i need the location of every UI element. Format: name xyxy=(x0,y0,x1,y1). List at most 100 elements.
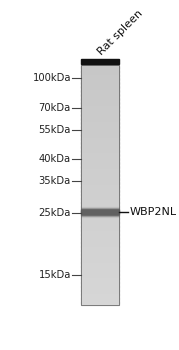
Bar xyxy=(81,208,120,209)
Bar xyxy=(81,207,120,208)
Bar xyxy=(81,70,120,71)
Bar xyxy=(81,67,120,68)
Bar xyxy=(81,190,120,191)
Bar xyxy=(81,217,120,218)
Bar xyxy=(81,143,120,144)
Bar xyxy=(81,125,120,126)
Bar xyxy=(81,168,120,169)
Bar xyxy=(81,244,120,245)
Bar xyxy=(81,113,120,114)
Bar xyxy=(81,91,120,92)
Bar xyxy=(81,74,120,75)
Bar xyxy=(81,178,120,180)
Bar xyxy=(81,287,120,288)
Bar xyxy=(81,186,120,187)
Bar xyxy=(81,183,120,184)
Bar xyxy=(81,84,120,85)
Bar xyxy=(81,139,120,140)
Bar xyxy=(81,202,120,203)
Bar xyxy=(81,258,120,259)
Text: 70kDa: 70kDa xyxy=(39,103,71,113)
Bar xyxy=(81,239,120,240)
Bar xyxy=(81,159,120,160)
Bar xyxy=(81,286,120,287)
Bar xyxy=(81,177,120,178)
Bar xyxy=(81,155,120,156)
Bar xyxy=(81,299,120,300)
Bar xyxy=(81,114,120,116)
Bar xyxy=(81,154,120,155)
Bar xyxy=(81,78,120,79)
Bar xyxy=(81,182,120,183)
Bar xyxy=(81,241,120,242)
Bar xyxy=(81,69,120,70)
Bar xyxy=(81,77,120,78)
Bar xyxy=(81,132,120,133)
Bar xyxy=(81,111,120,112)
Bar xyxy=(81,222,120,224)
Bar xyxy=(81,233,120,234)
Bar xyxy=(81,233,120,235)
Bar xyxy=(81,99,120,100)
Bar xyxy=(81,210,120,211)
Bar xyxy=(81,126,120,127)
Bar xyxy=(81,76,120,77)
Bar xyxy=(81,283,120,284)
Bar xyxy=(81,227,120,228)
Bar xyxy=(81,160,120,161)
Bar xyxy=(81,191,120,192)
Text: 100kDa: 100kDa xyxy=(32,74,71,83)
Bar xyxy=(81,243,120,244)
Bar xyxy=(81,152,120,153)
Bar xyxy=(81,174,120,175)
Bar xyxy=(81,93,120,94)
Bar xyxy=(81,142,120,144)
Bar xyxy=(81,195,120,196)
Bar xyxy=(81,215,120,216)
Bar xyxy=(81,85,120,86)
Bar xyxy=(81,68,120,69)
Bar xyxy=(81,289,120,290)
Bar xyxy=(81,286,120,287)
Bar xyxy=(81,204,120,205)
Bar xyxy=(81,150,120,151)
Bar xyxy=(81,225,120,226)
Bar xyxy=(81,119,120,120)
Bar xyxy=(81,148,120,149)
Bar xyxy=(81,169,120,170)
Bar xyxy=(81,206,120,208)
Bar xyxy=(81,124,120,125)
Bar xyxy=(81,243,120,244)
Bar xyxy=(81,255,120,256)
Bar xyxy=(81,81,120,82)
Bar xyxy=(81,87,120,88)
Bar xyxy=(81,59,120,64)
Bar xyxy=(81,98,120,99)
Bar xyxy=(81,199,120,200)
Bar xyxy=(81,189,120,190)
Bar xyxy=(81,108,120,109)
Bar xyxy=(81,230,120,231)
Bar xyxy=(81,158,120,159)
Bar xyxy=(81,89,120,90)
Bar xyxy=(81,240,120,241)
Bar xyxy=(81,182,120,183)
Bar xyxy=(81,272,120,273)
Bar xyxy=(81,157,120,158)
Bar xyxy=(81,141,120,142)
Bar xyxy=(81,79,120,80)
Bar xyxy=(81,271,120,272)
Bar xyxy=(81,181,120,182)
Bar xyxy=(81,218,120,219)
Bar xyxy=(81,194,120,195)
Bar xyxy=(81,246,120,247)
Bar xyxy=(81,241,120,243)
Bar xyxy=(81,83,120,84)
Bar xyxy=(81,111,120,112)
Bar xyxy=(81,289,120,290)
Bar xyxy=(81,247,120,248)
Bar xyxy=(81,65,120,66)
Bar xyxy=(81,228,120,229)
Bar xyxy=(81,112,120,113)
Bar xyxy=(81,251,120,252)
